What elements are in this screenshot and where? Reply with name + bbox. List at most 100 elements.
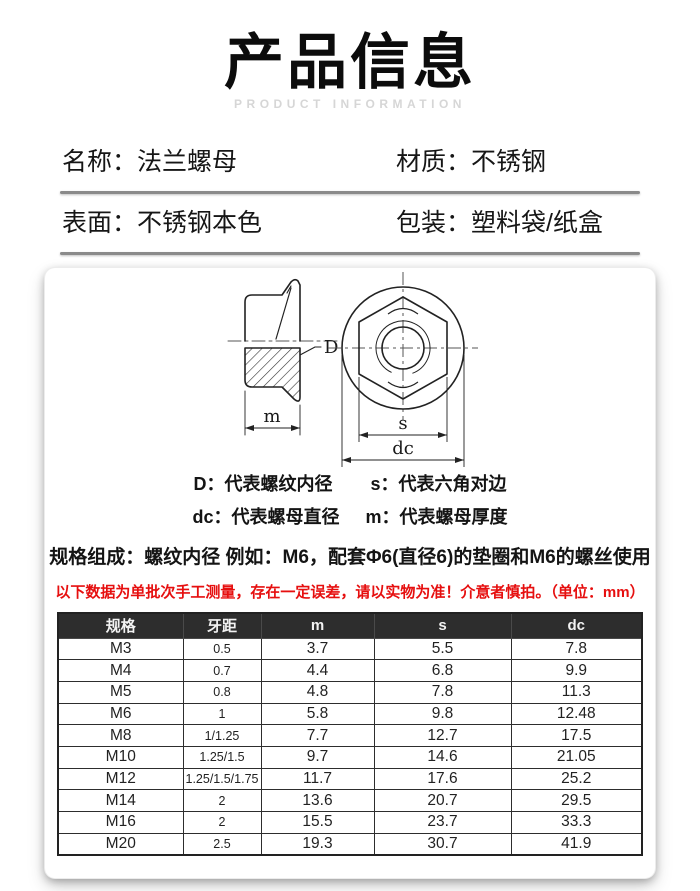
- table-cell: M16: [57, 811, 184, 834]
- table-cell: 4.4: [260, 659, 375, 682]
- table-row: M8 1/1.25 7.7 12.7 17.5: [57, 724, 643, 747]
- table-cell: 2: [182, 789, 262, 812]
- legend-line-2: dc：代表螺母直径 m：代表螺母厚度: [45, 506, 655, 528]
- thread-circle: [375, 320, 431, 376]
- legend-D: D：代表螺纹内径: [193, 474, 333, 494]
- product-info-fields: 名称： 法兰螺母 材质： 不锈钢 表面： 不锈钢本色 包装： 塑料袋/纸盒: [60, 133, 640, 255]
- table-cell: 1.25/1.5/1.75: [182, 767, 262, 791]
- table-cell: M3: [57, 637, 184, 661]
- dim-label-dc: dc: [392, 438, 414, 459]
- table-cell: 5.5: [373, 637, 512, 661]
- table-row: M10 1.25/1.5 9.7 14.6 21.05: [57, 745, 643, 769]
- table-row: M3 0.5 3.7 5.5 7.8: [57, 637, 643, 661]
- dim-label-m: m: [263, 406, 280, 427]
- table-cell: 1.25/1.5: [182, 745, 262, 769]
- side-view: D m: [227, 278, 339, 436]
- table-cell: M6: [57, 702, 184, 726]
- table-row: M5 0.8 4.8 7.8 11.3: [57, 680, 643, 704]
- column-header: 规格: [57, 612, 184, 639]
- legend-line-1: D：代表螺纹内径 s：代表六角对边: [45, 473, 655, 495]
- table-row: M14 2 13.6 20.7 29.5: [57, 789, 643, 812]
- field-name-value: 法兰螺母: [137, 148, 238, 176]
- table-cell: 19.3: [260, 832, 375, 856]
- table-cell: 6.8: [373, 659, 512, 682]
- nut-lower-section: [244, 347, 301, 402]
- table-row: M4 0.7 4.4 6.8 9.9: [57, 659, 643, 682]
- table-cell: 29.5: [510, 789, 643, 812]
- spec-table: 规格 牙距 m s dc M3 0.5 3.7 5.5 7.8 M4 0.7 4.4 6.8 9.9 M5 0…: [57, 612, 643, 856]
- table-cell: 14.6: [373, 745, 512, 769]
- table-cell: 1: [182, 702, 262, 726]
- hexagon: [358, 296, 448, 400]
- spec-table-head-row: 规格 牙距 m s dc: [57, 612, 643, 639]
- table-cell: 0.7: [182, 659, 262, 682]
- s-arrow-left: [359, 432, 368, 438]
- top-view: s dc: [328, 272, 478, 467]
- bore-circle: [381, 326, 425, 370]
- dim-label-s: s: [398, 413, 407, 434]
- column-header: s: [373, 612, 512, 639]
- table-cell: 11.3: [510, 680, 643, 704]
- column-header: 牙距: [182, 612, 262, 639]
- field-surface: 表面： 不锈钢本色: [62, 203, 396, 239]
- table-cell: 33.3: [510, 811, 643, 834]
- table-cell: M10: [57, 745, 184, 769]
- table-cell: 41.9: [510, 832, 643, 856]
- field-material-label: 材质：: [396, 148, 472, 176]
- m-arrow-left: [245, 425, 254, 431]
- table-row: M20 2.5 19.3 30.7 41.9: [57, 832, 643, 856]
- table-cell: 2: [182, 811, 262, 834]
- measurement-warning: 以下数据为单批次手工测量，存在一定误差，请以实物为准！介意者慎拍。（单位：mm）: [55, 584, 645, 601]
- table-cell: 9.9: [510, 659, 643, 682]
- nut-flange-edge: [286, 285, 292, 294]
- spec-table-body: M3 0.5 3.7 5.5 7.8 M4 0.7 4.4 6.8 9.9 M5 0.8 4.8 7.8 1…: [57, 637, 643, 856]
- table-cell: 17.5: [510, 724, 643, 747]
- flange-circle: [341, 286, 465, 410]
- table-cell: 3.7: [260, 637, 375, 661]
- table-cell: 15.5: [260, 811, 375, 834]
- table-cell: 7.8: [373, 680, 512, 704]
- table-cell: M8: [57, 724, 184, 747]
- s-extension-lines: [358, 377, 448, 442]
- table-cell: 13.6: [260, 789, 375, 812]
- hex-chamfer-bottom: [387, 381, 419, 389]
- table-cell: 17.6: [373, 767, 512, 791]
- table-cell: M4: [57, 659, 184, 682]
- table-cell: 23.7: [373, 811, 512, 834]
- field-packing-value: 塑料袋/纸盒: [471, 209, 603, 237]
- m-arrow-right: [291, 425, 300, 431]
- dc-arrow-right: [455, 457, 464, 463]
- legend-dc: dc：代表螺母直径: [192, 507, 340, 527]
- table-cell: M20: [57, 832, 184, 856]
- column-header: m: [260, 612, 375, 639]
- spec-sheet-card: D m s dc D: [45, 268, 655, 878]
- table-row: M16 2 15.5 23.7 33.3: [57, 811, 643, 834]
- column-header: dc: [510, 612, 643, 639]
- field-packing: 包装： 塑料袋/纸盒: [396, 203, 603, 239]
- page-subtitle: PRODUCT INFORMATION: [234, 97, 466, 111]
- table-cell: 0.5: [182, 637, 262, 661]
- table-cell: 2.5: [182, 832, 262, 856]
- table-cell: 11.7: [260, 767, 375, 791]
- divider-line-top: [60, 191, 640, 194]
- table-cell: 4.8: [260, 680, 375, 704]
- s-arrow-right: [438, 432, 447, 438]
- dc-extension-lines: [341, 355, 465, 467]
- field-name: 名称： 法兰螺母: [62, 142, 396, 178]
- table-cell: 20.7: [373, 789, 512, 812]
- table-cell: 7.7: [260, 724, 375, 747]
- page-header: 产品信息 PRODUCT INFORMATION: [0, 0, 700, 112]
- table-cell: 7.8: [510, 637, 643, 661]
- field-row-1: 名称： 法兰螺母 材质： 不锈钢: [60, 133, 640, 191]
- table-cell: 21.05: [510, 745, 643, 769]
- dc-arrow-left: [342, 457, 351, 463]
- table-cell: 12.7: [373, 724, 512, 747]
- field-surface-label: 表面：: [62, 209, 138, 237]
- table-cell: 5.8: [260, 702, 375, 726]
- field-name-label: 名称：: [62, 148, 138, 176]
- d-leader-line: [299, 346, 322, 356]
- hex-chamfer-top: [387, 307, 419, 315]
- spec-composition-note: 规格组成：螺纹内径 例如：M6，配套Φ6(直径6)的垫圈和M6的螺丝使用: [49, 547, 651, 568]
- table-row: M12 1.25/1.5/1.75 11.7 17.6 25.2: [57, 767, 643, 791]
- table-cell: M12: [57, 767, 184, 791]
